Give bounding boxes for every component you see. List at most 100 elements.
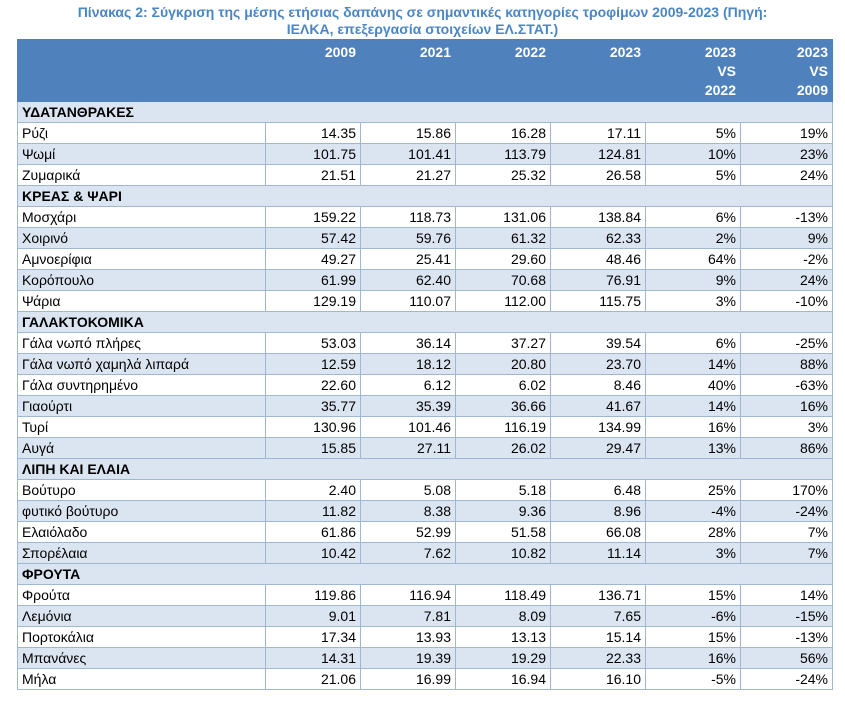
cell-v2022: 36.66: [455, 395, 551, 417]
table-row: Αμνοερίφια 49.27 25.41 29.60 48.46 64% -2%: [17, 248, 833, 270]
cell-v2022: 20.80: [455, 353, 551, 375]
header-2023: 2023: [550, 39, 646, 102]
cell-vs2022: 16%: [645, 416, 741, 438]
cell-v2023: 66.08: [550, 521, 646, 543]
cell-v2009: 119.86: [265, 584, 361, 606]
cell-v2022: 16.28: [455, 122, 551, 144]
cell-v2023: 11.14: [550, 542, 646, 564]
cell-v2009: 14.35: [265, 122, 361, 144]
cell-v2021: 116.94: [360, 584, 456, 606]
item-label: Αμνοερίφια: [17, 248, 266, 270]
cell-vs2009: 16%: [740, 395, 833, 417]
table-row: Ψωμί 101.75 101.41 113.79 124.81 10% 23%: [17, 143, 833, 165]
cell-v2009: 159.22: [265, 206, 361, 228]
table-row: Λεμόνια 9.01 7.81 8.09 7.65 -6% -15%: [17, 605, 833, 627]
cell-vs2009: -63%: [740, 374, 833, 396]
cell-v2009: 129.19: [265, 290, 361, 312]
cell-v2023: 76.91: [550, 269, 646, 291]
cell-v2021: 5.08: [360, 479, 456, 501]
header-vs2022-line-3: 2022: [704, 82, 736, 98]
cell-vs2009: 86%: [740, 437, 833, 459]
cell-vs2022: 14%: [645, 353, 741, 375]
cell-vs2022: 10%: [645, 143, 741, 165]
cell-v2022: 6.02: [455, 374, 551, 396]
table-row: Σπορέλαια 10.42 7.62 10.82 11.14 3% 7%: [17, 542, 833, 564]
cell-vs2022: 15%: [645, 584, 741, 606]
cell-v2023: 62.33: [550, 227, 646, 249]
table-row: Μοσχάρι 159.22 118.73 131.06 138.84 6% -13%: [17, 206, 833, 228]
item-label: Γάλα νωπό πλήρες: [17, 332, 266, 354]
cell-v2023: 39.54: [550, 332, 646, 354]
header-vs2009-line-3: 2009: [796, 82, 828, 98]
cell-v2021: 6.12: [360, 374, 456, 396]
cell-vs2009: 3%: [740, 416, 833, 438]
table-caption: Πίνακας 2: Σύγκριση της μέσης ετήσιας δα…: [0, 4, 845, 38]
cell-v2021: 16.99: [360, 668, 456, 690]
cell-vs2022: 40%: [645, 374, 741, 396]
cell-vs2022: 3%: [645, 290, 741, 312]
cell-v2023: 124.81: [550, 143, 646, 165]
cell-v2022: 118.49: [455, 584, 551, 606]
cell-v2021: 101.41: [360, 143, 456, 165]
cell-v2022: 70.68: [455, 269, 551, 291]
table-row: Χοιρινό 57.42 59.76 61.32 62.33 2% 9%: [17, 227, 833, 249]
category-row: ΦΡΟΥΤΑ: [17, 563, 833, 585]
cell-v2009: 10.42: [265, 542, 361, 564]
cell-v2009: 53.03: [265, 332, 361, 354]
cell-vs2022: 6%: [645, 332, 741, 354]
cell-vs2009: -13%: [740, 626, 833, 648]
item-label: Ζυμαρικά: [17, 164, 266, 186]
cell-v2022: 10.82: [455, 542, 551, 564]
category-row: ΥΔΑΤΑΝΘΡΑΚΕΣ: [17, 101, 833, 123]
cell-v2022: 116.19: [455, 416, 551, 438]
cell-vs2009: 170%: [740, 479, 833, 501]
table-row: Βούτυρο 2.40 5.08 5.18 6.48 25% 170%: [17, 479, 833, 501]
cell-v2023: 7.65: [550, 605, 646, 627]
cell-vs2009: -13%: [740, 206, 833, 228]
item-label: Τυρί: [17, 416, 266, 438]
cell-v2009: 61.99: [265, 269, 361, 291]
cell-vs2022: 5%: [645, 164, 741, 186]
cell-vs2022: -6%: [645, 605, 741, 627]
category-label: ΚΡΕΑΣ & ΨΑΡΙ: [17, 185, 833, 207]
cell-vs2009: 7%: [740, 542, 833, 564]
cell-v2021: 118.73: [360, 206, 456, 228]
cell-v2021: 19.39: [360, 647, 456, 669]
cell-v2022: 9.36: [455, 500, 551, 522]
cell-v2009: 130.96: [265, 416, 361, 438]
cell-v2023: 138.84: [550, 206, 646, 228]
item-label: Ελαιόλαδο: [17, 521, 266, 543]
item-label: Μπανάνες: [17, 647, 266, 669]
cell-v2021: 7.62: [360, 542, 456, 564]
cell-v2022: 16.94: [455, 668, 551, 690]
cell-v2023: 136.71: [550, 584, 646, 606]
cell-v2009: 15.85: [265, 437, 361, 459]
header-vs2009-line-2: VS: [809, 63, 828, 79]
cell-v2022: 37.27: [455, 332, 551, 354]
header-vs2022-line-2: VS: [717, 63, 736, 79]
item-label: Πορτοκάλια: [17, 626, 266, 648]
item-label: Λεμόνια: [17, 605, 266, 627]
cell-vs2022: 13%: [645, 437, 741, 459]
item-label: Ρύζι: [17, 122, 266, 144]
header-2009: 2009: [265, 39, 361, 102]
cell-v2022: 26.02: [455, 437, 551, 459]
cell-v2023: 6.48: [550, 479, 646, 501]
cell-vs2009: 7%: [740, 521, 833, 543]
item-label: Χοιρινό: [17, 227, 266, 249]
item-label: Φρούτα: [17, 584, 266, 606]
cell-vs2022: 5%: [645, 122, 741, 144]
cell-v2022: 61.32: [455, 227, 551, 249]
cell-v2022: 8.09: [455, 605, 551, 627]
cell-v2009: 14.31: [265, 647, 361, 669]
cell-vs2009: 23%: [740, 143, 833, 165]
category-label: ΛΙΠΗ ΚΑΙ ΕΛΑΙΑ: [17, 458, 833, 480]
table-row: Πορτοκάλια 17.34 13.93 13.13 15.14 15% -13%: [17, 626, 833, 648]
cell-vs2009: 24%: [740, 269, 833, 291]
cell-v2021: 21.27: [360, 164, 456, 186]
item-label: Βούτυρο: [17, 479, 266, 501]
cell-v2009: 22.60: [265, 374, 361, 396]
cell-v2021: 7.81: [360, 605, 456, 627]
cell-vs2022: -4%: [645, 500, 741, 522]
table-row: Γιαούρτι 35.77 35.39 36.66 41.67 14% 16%: [17, 395, 833, 417]
